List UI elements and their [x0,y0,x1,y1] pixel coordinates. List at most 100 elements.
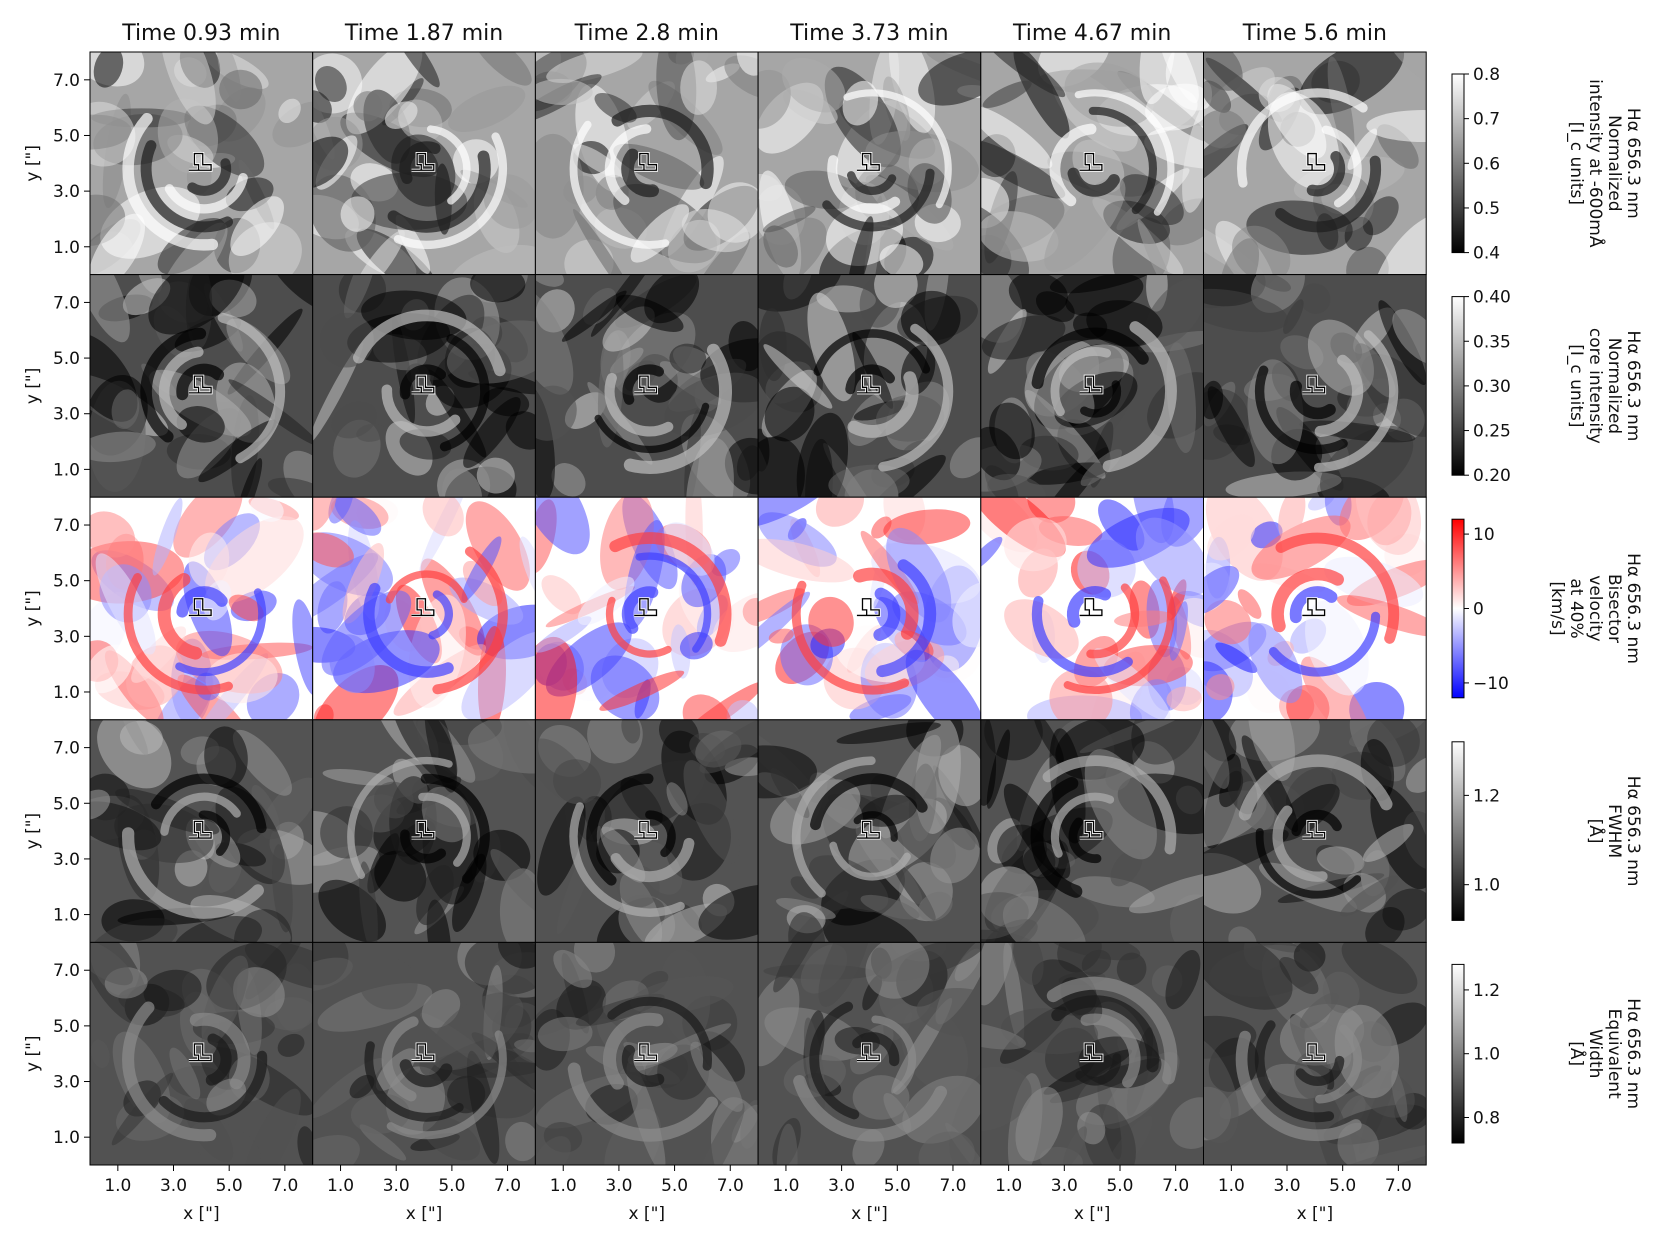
texture-blob [1203,942,1293,1010]
x-tick-label: 7.0 [494,1176,521,1196]
feature-contour [1302,152,1326,171]
texture-blob [204,726,248,789]
texture-blob [865,942,930,999]
texture-blob [430,992,524,1071]
panel-r0-c3 [757,51,982,276]
texture-blob [699,719,759,774]
texture-blob [416,864,454,926]
texture-blob [1206,674,1235,701]
texture-blob [1129,872,1204,914]
texture-blob [1004,517,1067,572]
feature-contour [856,1043,880,1062]
texture-blob [1047,942,1141,961]
texture-blob [359,1124,407,1161]
colorbar-tick-label: 1.2 [1473,981,1500,1001]
x-tick-label: 5.0 [216,1176,243,1196]
y-tick-label: 5.0 [53,794,80,814]
swirl-stroke [432,546,508,695]
feature-contour [634,152,658,171]
colorbar-row-1: 0.40 0.35 0.30 0.25 0.20 Hα 656.3 nmNormalize… [1451,288,1643,486]
feature-contour [1079,820,1103,839]
texture-blob [758,538,855,583]
texture-blob [1119,174,1184,226]
colorbars: 0.80.70.60.50.4Hα 656.3 nmNormalizedinte… [1451,65,1643,1144]
panel-r0-c0 [89,51,314,276]
texture-blob [1065,274,1144,317]
texture-blob [374,781,414,819]
texture-blob [1278,497,1306,541]
swirl-stroke [347,756,453,879]
texture-blob [809,772,864,829]
colorbar-label-line: Hα 656.3 nm [1623,553,1643,664]
texture-blob [758,217,827,275]
texture-blob [353,91,383,122]
colorbar-tick-label: 0.35 [1473,332,1511,352]
feature-contour [1302,598,1326,617]
texture-blob [664,372,759,437]
texture-blob [312,1135,360,1166]
swirl-stroke [853,811,898,842]
x-tick-label: 7.0 [717,1176,744,1196]
texture-blob [1044,176,1126,273]
swirl-stroke [1255,828,1362,899]
texture-blob [219,69,263,110]
swirl-stroke [122,113,219,251]
panel-r4-c0 [89,941,314,1166]
colorbar-tick-label: 10 [1473,525,1495,545]
texture-blob [551,463,586,497]
texture-blob [461,536,502,602]
texture-blob [1203,80,1232,113]
swirl-stroke [198,810,231,857]
texture-blob [930,827,980,884]
texture-blob [359,861,378,943]
texture-blob [1169,1097,1204,1149]
colorbar-tick-label: 0.25 [1473,422,1511,442]
texture-blob [1299,283,1331,314]
texture-blob [427,369,487,458]
column-title: Time 1.87 min [344,21,503,46]
texture-blob [783,274,813,300]
swirl-stroke [827,155,901,214]
swirl-stroke [635,552,712,653]
texture-blob [764,386,815,442]
swirl-stroke [871,1015,917,1095]
texture-blob [1250,274,1305,313]
colorbar-label-line: Hα 656.3 nm [1623,330,1643,441]
texture-blob [1207,514,1256,561]
swirl-stroke [122,1001,217,1142]
feature-contour [856,598,880,617]
texture-blob [1116,952,1147,986]
texture-blob [320,806,373,859]
swirl-stroke [1051,995,1159,1073]
texture-blob [724,55,759,100]
texture-blob [1346,246,1389,275]
texture-blob [1145,83,1204,131]
x-axis-label: x ["] [851,1204,888,1224]
texture-blob [312,1058,384,1119]
panel-r1-c3 [757,274,982,498]
texture-blob [1405,756,1427,793]
texture-blob [1203,274,1266,307]
colorbar-tick-label: 0.20 [1473,466,1511,486]
y-axis-label: y ["] [23,368,43,405]
colorbar-label-line: Normalized [1604,338,1624,434]
swirl-stroke [123,573,233,695]
texture-blob [448,85,526,132]
texture-blob [561,290,627,342]
texture-blob [1307,497,1335,511]
texture-blob [1182,99,1204,213]
texture-blob [315,66,347,102]
colorbar-label-line: Hα 656.3 nm [1623,998,1643,1109]
texture-blob [541,575,582,615]
colorbar-label-line: at 40% [1566,578,1586,638]
swirl-stroke [1289,586,1338,624]
swirl-stroke [586,773,654,886]
colorbar-label-line: Hα 656.3 nm [1623,108,1643,219]
feature-contour [188,598,212,617]
texture-blob [626,1061,666,1166]
texture-blob [467,719,536,774]
swirl-stroke [1042,755,1177,855]
texture-blob [90,274,130,343]
texture-blob [790,876,821,899]
y-tick-label: 7.0 [53,293,80,313]
